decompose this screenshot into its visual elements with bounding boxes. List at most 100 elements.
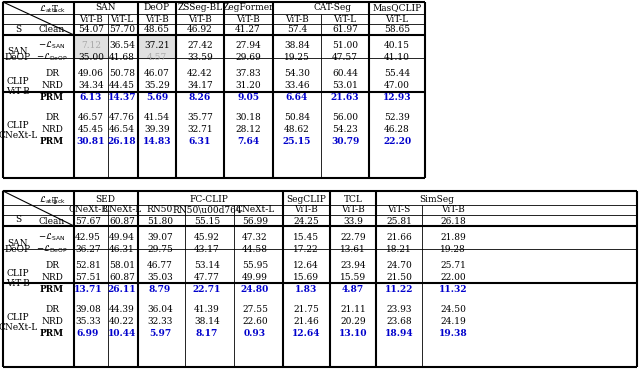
Text: 27.42: 27.42 [187,41,213,49]
Text: 46.57: 46.57 [78,114,104,123]
Text: 30.81: 30.81 [77,138,105,146]
Text: S: S [15,25,21,34]
Text: 38.84: 38.84 [284,41,310,49]
Text: 4.87: 4.87 [342,286,364,294]
Text: RN50: RN50 [147,206,173,214]
Text: CLIP: CLIP [6,269,29,277]
Text: 23.94: 23.94 [340,262,366,270]
Text: 52.81: 52.81 [75,262,101,270]
Text: 55.44: 55.44 [384,69,410,79]
Text: DeOP: DeOP [144,3,170,13]
Text: 39.08: 39.08 [75,306,101,314]
Text: 46.07: 46.07 [144,69,170,79]
Text: 61.97: 61.97 [332,25,358,34]
Text: 26.18: 26.18 [108,138,136,146]
Text: 8.17: 8.17 [196,330,218,338]
Text: $-\mathcal{L}_{\rm DeOP}$: $-\mathcal{L}_{\rm DeOP}$ [36,51,68,63]
Text: 41.54: 41.54 [144,114,170,123]
Text: 10.44: 10.44 [108,330,136,338]
Text: 13.61: 13.61 [340,245,366,254]
Text: CLIP: CLIP [6,121,29,130]
Text: 56.99: 56.99 [242,217,268,225]
Text: 58.01: 58.01 [109,262,135,270]
Text: 15.45: 15.45 [293,232,319,241]
Text: 6.31: 6.31 [189,138,211,146]
Text: 25.15: 25.15 [283,138,311,146]
Text: 38.14: 38.14 [194,317,220,327]
Text: 58.65: 58.65 [384,25,410,34]
Text: 41.10: 41.10 [384,52,410,62]
Text: 35.29: 35.29 [144,82,170,90]
Text: 35.00: 35.00 [78,52,104,62]
Text: T: T [52,6,58,14]
Text: DR: DR [45,262,59,270]
Text: DeOP: DeOP [5,52,31,62]
Text: 12.93: 12.93 [383,93,412,103]
Text: 34.17: 34.17 [187,82,213,90]
Text: 32.71: 32.71 [187,125,213,134]
Text: 56.00: 56.00 [332,114,358,123]
Text: 45.45: 45.45 [78,125,104,134]
Text: PRM: PRM [40,286,64,294]
Text: ZSSeg-BL: ZSSeg-BL [177,3,223,13]
Text: 57.51: 57.51 [75,273,101,283]
Text: 1.83: 1.83 [295,286,317,294]
Text: 21.46: 21.46 [293,317,319,327]
Text: CLIP: CLIP [6,313,29,321]
Text: 43.17: 43.17 [194,245,220,254]
Text: ViT-B: ViT-B [236,14,260,24]
Text: CNeXt-L: CNeXt-L [236,206,275,214]
Text: ViT-L: ViT-L [111,14,134,24]
Text: 54.30: 54.30 [284,69,310,79]
Text: 27.94: 27.94 [235,41,261,49]
Text: ViT-B: ViT-B [145,14,169,24]
Text: $\mathcal{L}_{\rm attack}$: $\mathcal{L}_{\rm attack}$ [38,3,65,15]
Text: 24.19: 24.19 [440,317,466,327]
Text: 21.75: 21.75 [293,306,319,314]
Text: 35.33: 35.33 [75,317,101,327]
Text: 25.81: 25.81 [386,217,412,225]
Text: 22.71: 22.71 [193,286,221,294]
Text: 27.55: 27.55 [242,306,268,314]
Text: 6.64: 6.64 [286,93,308,103]
Text: 18.21: 18.21 [386,245,412,254]
Text: 41.27: 41.27 [235,25,261,34]
Text: SED: SED [95,194,115,203]
Text: ViT-L: ViT-L [333,14,356,24]
Text: 44.58: 44.58 [242,245,268,254]
Text: 47.00: 47.00 [384,82,410,90]
Text: 14.37: 14.37 [108,93,136,103]
Text: ViT-B: ViT-B [341,206,365,214]
Text: ViT-B: ViT-B [285,14,309,24]
Text: 47.77: 47.77 [194,273,220,283]
Text: 29.75: 29.75 [147,245,173,254]
Text: 24.70: 24.70 [386,262,412,270]
Text: ViT-L: ViT-L [385,14,408,24]
Text: 46.77: 46.77 [147,262,173,270]
Text: RN50\u00d764: RN50\u00d764 [172,206,242,214]
Text: 21.66: 21.66 [386,232,412,241]
Text: 18.94: 18.94 [385,330,413,338]
Text: ViT-B: ViT-B [6,279,30,287]
Text: ViT-B: ViT-B [6,86,30,96]
Text: 26.18: 26.18 [440,217,466,225]
Text: T: T [52,197,58,206]
Text: 5.97: 5.97 [149,330,171,338]
Text: 37.21: 37.21 [144,41,170,49]
Text: 30.79: 30.79 [331,138,359,146]
Text: SAN: SAN [8,238,28,248]
Text: DR: DR [45,306,59,314]
Text: 33.46: 33.46 [284,82,310,90]
Text: 52.39: 52.39 [384,114,410,123]
Text: 28.12: 28.12 [235,125,261,134]
Text: 24.50: 24.50 [440,306,466,314]
Text: 19.28: 19.28 [440,245,466,254]
Bar [138,35,176,58]
Text: 60.87: 60.87 [109,273,135,283]
Text: 46.31: 46.31 [109,245,135,254]
Text: 48.65: 48.65 [144,25,170,34]
Text: ViT-B: ViT-B [294,206,318,214]
Text: 29.69: 29.69 [235,52,261,62]
Text: 54.23: 54.23 [332,125,358,134]
Text: NRD: NRD [41,125,63,134]
